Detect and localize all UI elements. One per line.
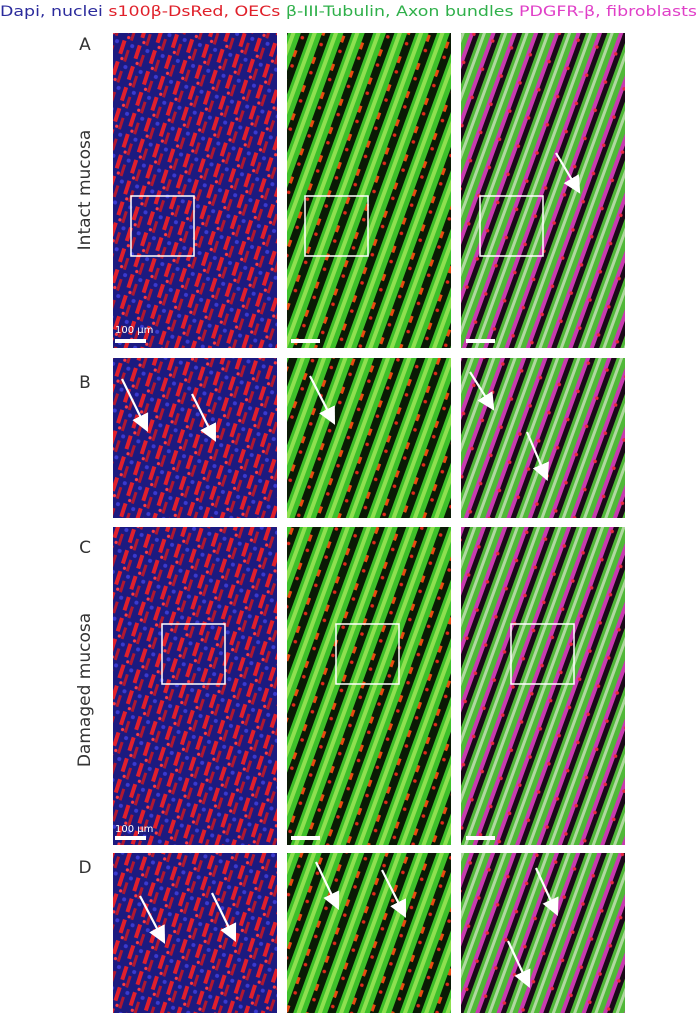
arrows — [121, 152, 581, 988]
panel-letter: D — [78, 858, 91, 878]
micrograph-zoom — [461, 358, 625, 518]
zoom-box — [479, 195, 544, 257]
arrow — [309, 375, 336, 425]
arrow — [469, 371, 495, 411]
panel-letter: B — [79, 373, 91, 393]
micrograph — [461, 527, 625, 845]
panel-letter: A — [79, 35, 91, 55]
legend-axons: β-III-Tubulin, Axon bundles — [286, 4, 514, 20]
arrow — [315, 861, 340, 910]
arrow — [381, 869, 406, 918]
legend-dapi: Dapi, nuclei — [0, 4, 103, 20]
micrograph — [287, 527, 451, 845]
scale-bars: 100 µm 100 µm — [115, 325, 495, 840]
arrow — [191, 393, 216, 442]
zoom-box — [335, 623, 400, 685]
legend-fibroblasts: PDGFR-β, fibroblasts — [519, 4, 697, 20]
arrow — [121, 378, 149, 432]
channel-legend: Dapi, nuclei s100β-DsRed, OECs β-III-Tub… — [0, 4, 697, 20]
micrograph — [113, 527, 277, 845]
scale-label: 100 µm — [115, 325, 153, 336]
arrow — [525, 431, 549, 482]
zoom-box — [161, 623, 226, 685]
zoom-box — [510, 623, 575, 685]
micrograph-zoom — [113, 853, 277, 1013]
micrograph-zoom — [287, 358, 451, 518]
image-grid — [113, 33, 625, 1013]
arrow — [534, 867, 559, 917]
arrow — [211, 892, 237, 942]
zoom-box — [130, 195, 195, 257]
micrograph-zoom — [287, 853, 451, 1013]
arrow — [555, 152, 581, 194]
row-label: Damaged mucosa — [75, 613, 95, 767]
panel-letter: C — [79, 538, 91, 558]
row-label: Intact mucosa — [75, 130, 95, 251]
micrograph — [287, 33, 451, 348]
micrograph — [461, 33, 625, 348]
micrograph-zoom — [113, 358, 277, 518]
micrograph — [113, 33, 277, 348]
zoom-box — [304, 195, 369, 257]
arrow — [507, 940, 531, 988]
micrograph-zoom — [461, 853, 625, 1013]
zoom-boxes — [130, 195, 575, 685]
scale-label: 100 µm — [115, 824, 153, 835]
arrow — [139, 895, 166, 944]
legend-oecs: s100β-DsRed, OECs — [108, 4, 280, 20]
